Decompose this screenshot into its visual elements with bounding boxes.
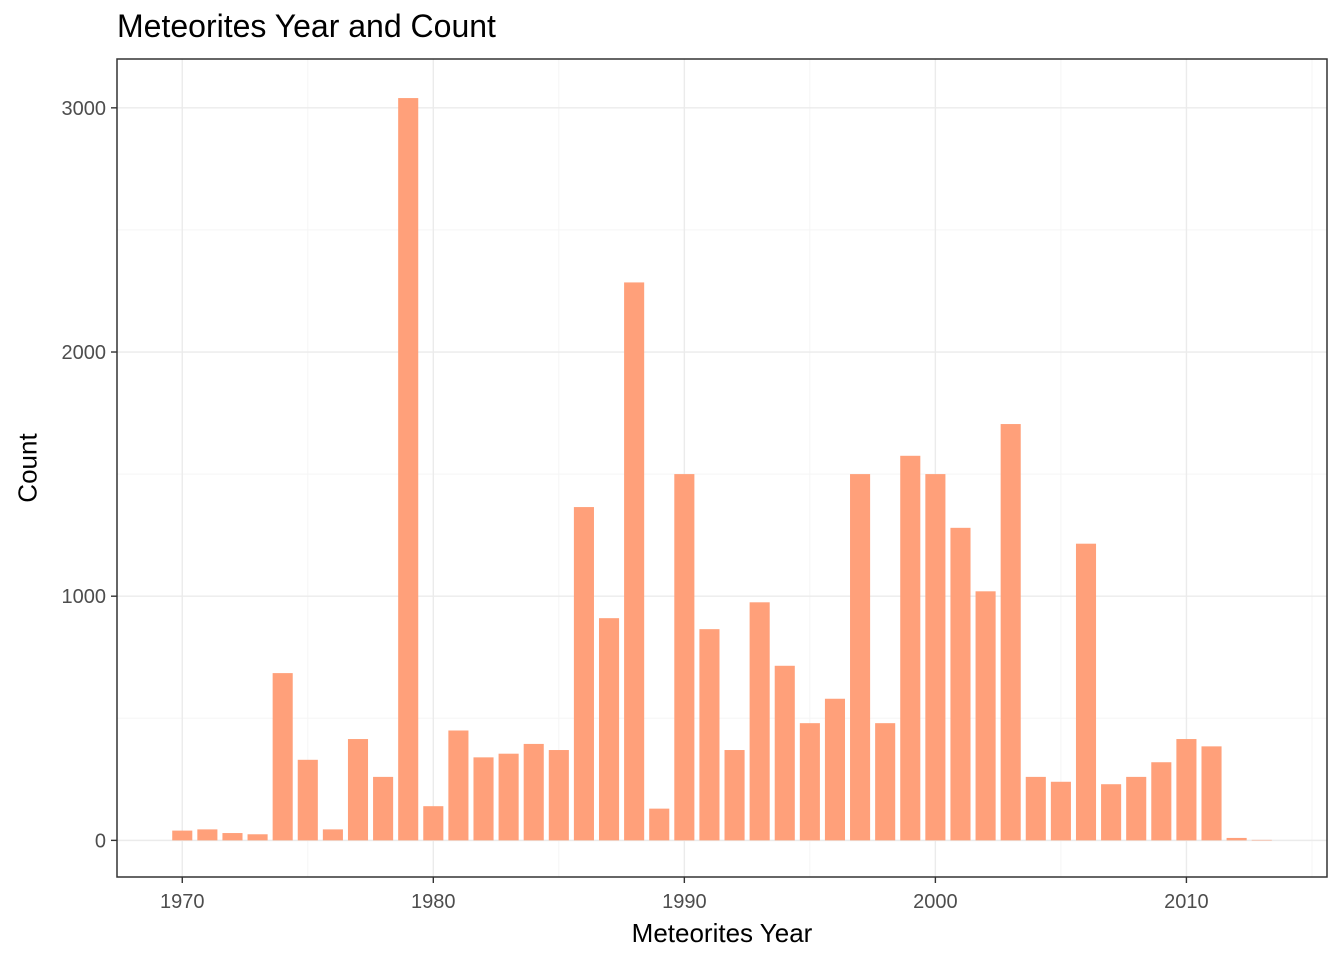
- chart-title: Meteorites Year and Count: [117, 8, 496, 44]
- bar-1986: [573, 507, 594, 841]
- bars: [172, 98, 1272, 841]
- bar-2003: [1000, 424, 1021, 841]
- bar-2013: [1251, 839, 1272, 841]
- bar-1987: [598, 618, 620, 841]
- x-tick-label: 2010: [1164, 891, 1209, 913]
- x-tick-label: 2000: [913, 891, 958, 913]
- bar-1985: [548, 750, 569, 841]
- bar-2010: [1176, 739, 1197, 841]
- bar-1978: [373, 776, 394, 841]
- bar-1984: [523, 743, 544, 841]
- bar-1996: [824, 698, 846, 841]
- bar-1979: [398, 98, 419, 841]
- bar-2004: [1025, 776, 1046, 841]
- minor-gridlines: [117, 59, 1327, 877]
- bar-2001: [950, 527, 971, 841]
- plot-panel: [117, 59, 1327, 877]
- bar-1997: [850, 474, 871, 841]
- x-tick-label: 1990: [662, 891, 707, 913]
- bar-2007: [1101, 784, 1122, 841]
- bar-1981: [448, 730, 469, 841]
- bar-2011: [1201, 746, 1222, 841]
- bar-1980: [423, 806, 444, 841]
- bar-1992: [724, 750, 745, 841]
- y-axis-ticks: 0 1000 2000 3000: [62, 98, 117, 852]
- y-tick-label: 2000: [62, 342, 107, 364]
- bar-1983: [498, 753, 519, 841]
- bar-1973: [247, 834, 268, 841]
- bar-1989: [649, 808, 670, 841]
- bar-1970: [172, 830, 193, 841]
- bar-1982: [473, 757, 494, 841]
- x-axis-title: Meteorites Year: [631, 918, 813, 948]
- y-tick-label: 3000: [62, 98, 107, 120]
- bar-1993: [749, 602, 770, 841]
- bar-1988: [624, 282, 645, 841]
- bar-2002: [975, 591, 996, 841]
- bar-1971: [197, 829, 218, 841]
- x-tick-label: 1980: [411, 891, 456, 913]
- x-axis-ticks: 1970 1980 1990 2000 2010: [160, 877, 1209, 913]
- y-tick-label: 0: [95, 830, 106, 852]
- bar-1975: [297, 759, 318, 841]
- bar-1998: [875, 723, 896, 841]
- x-tick-label: 1970: [160, 891, 205, 913]
- bar-1995: [799, 723, 820, 841]
- y-tick-label: 1000: [62, 586, 107, 608]
- bar-2008: [1126, 776, 1147, 841]
- bar-2009: [1151, 762, 1172, 841]
- plot-border: [116, 58, 1328, 878]
- bar-1972: [222, 833, 243, 841]
- bar-2005: [1050, 781, 1071, 841]
- bar-1990: [674, 474, 695, 841]
- bar-1999: [900, 455, 921, 841]
- bar-1991: [699, 629, 720, 841]
- bar-2012: [1226, 837, 1247, 841]
- bar-1977: [347, 739, 369, 841]
- y-axis-title: Count: [12, 433, 43, 503]
- bar-1974: [272, 673, 293, 841]
- bar-1976: [322, 829, 343, 841]
- bar-2006: [1075, 543, 1097, 841]
- bar-2000: [925, 474, 946, 841]
- bar-1994: [774, 665, 795, 841]
